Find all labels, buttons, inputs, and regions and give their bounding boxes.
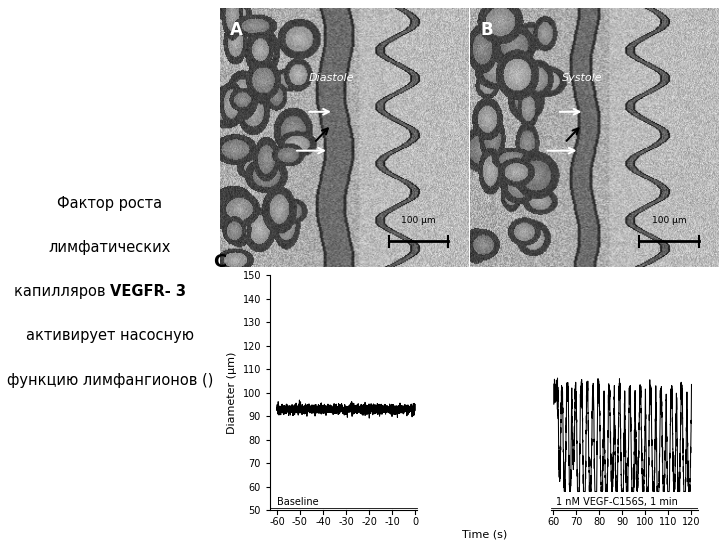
Text: -60: -60 [269,517,285,528]
Text: A: A [230,21,243,39]
Text: лимфатических: лимфатических [49,240,171,255]
Text: Фактор роста: Фактор роста [57,195,163,211]
Text: 110: 110 [660,517,678,528]
Text: 100 μm: 100 μm [401,216,436,225]
X-axis label: Time (s): Time (s) [462,530,507,540]
Text: Systole: Systole [562,73,602,83]
Text: 70: 70 [570,517,582,528]
Text: 120: 120 [683,517,701,528]
Text: 60: 60 [547,517,559,528]
Text: 100: 100 [636,517,654,528]
Text: 80: 80 [593,517,606,528]
Text: -20: -20 [361,517,377,528]
Text: 90: 90 [616,517,629,528]
Bar [416,275,552,510]
Text: функцию лимфангионов (): функцию лимфангионов () [6,373,213,388]
Text: -10: -10 [384,517,400,528]
Text: 100 μm: 100 μm [652,216,686,225]
Y-axis label: Diameter (μm): Diameter (μm) [227,352,237,434]
Text: капилляров: капилляров [14,284,109,299]
Text: -40: -40 [315,517,331,528]
Text: 0: 0 [412,517,418,528]
Text: VEGFR- 3: VEGFR- 3 [110,284,186,299]
Text: -30: -30 [338,517,354,528]
Text: Diastole: Diastole [309,73,354,83]
Text: Baseline: Baseline [277,497,318,507]
Text: C: C [213,253,226,271]
Text: B: B [480,21,492,39]
Text: 1 nM VEGF-C156S, 1 min: 1 nM VEGF-C156S, 1 min [556,497,678,507]
Text: -50: -50 [292,517,308,528]
Text: активирует насосную: активирует насосную [26,328,194,343]
